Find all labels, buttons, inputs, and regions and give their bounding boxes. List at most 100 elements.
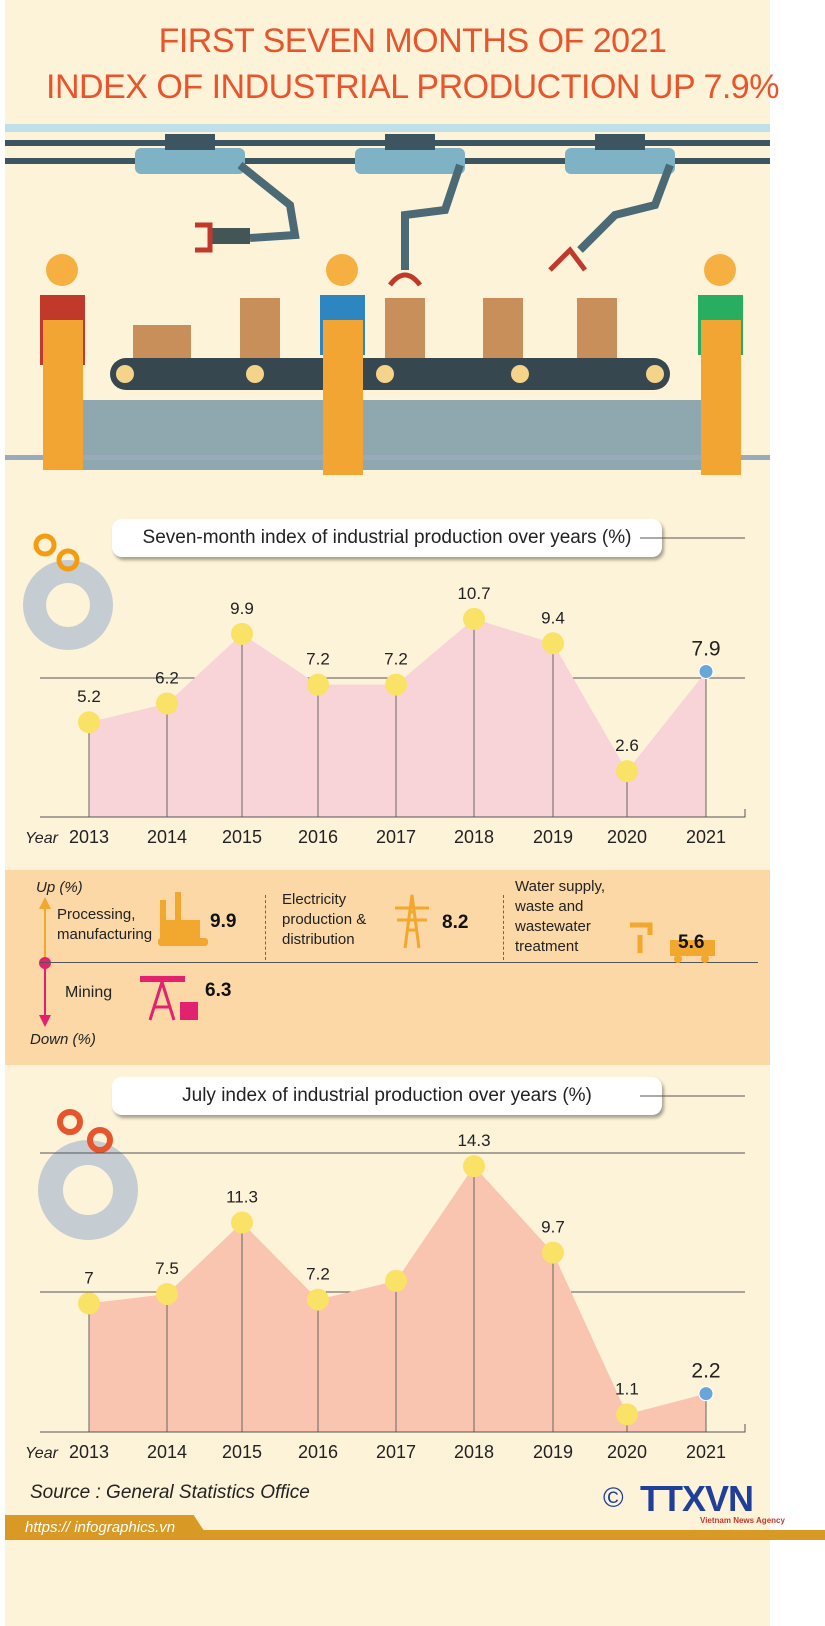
data-label: 7 [84,1268,93,1287]
year-tick-label: 2021 [686,827,726,847]
data-label: 7.2 [306,1265,330,1284]
chart2-title: July index of industrial production over… [112,1077,662,1115]
factory-icon [158,892,208,946]
area-series [89,618,706,817]
year-tick-label: 2017 [376,1442,416,1462]
divider [265,895,266,960]
oil-pump-icon [140,976,198,1021]
year-tick-label: 2016 [298,827,338,847]
year-tick-label: 2013 [69,1442,109,1462]
data-label: 9.9 [230,599,254,618]
up-label: Up (%) [36,879,83,896]
source-note: Source : General Statistics Office [30,1482,310,1503]
sector-value-processing: 9.9 [210,911,237,932]
data-point [616,1403,638,1426]
data-label: 2.2 [691,1360,720,1383]
ttxvn-logo-subtitle: Vietnam News Agency [700,1516,785,1525]
data-label: 14.3 [457,1131,490,1150]
website-link[interactable]: https:// infographics.vn [5,1515,210,1540]
data-point [231,1211,253,1234]
worker [698,254,743,475]
sector-value-water: 5.6 [678,932,705,953]
data-label: 11.3 [226,1188,258,1207]
year-tick-label: 2014 [147,827,187,847]
x-axis-label: Year [25,1445,59,1462]
gear-percent-icon [38,1109,138,1240]
year-tick-label: 2021 [686,1442,726,1462]
conveyor-rollers [116,365,664,383]
data-label: 9.4 [541,608,565,627]
tap-truck-icon [630,922,715,963]
data-point [542,1241,564,1264]
up-down-arrow [39,897,51,1027]
data-point [156,1283,178,1305]
boxes [133,298,617,358]
x-axis [40,1424,746,1433]
year-tick-label: 2018 [454,1442,494,1462]
year-tick-label: 2014 [147,1442,187,1462]
title-line-1: FIRST SEVEN MONTHS OF 2021 [158,22,667,60]
data-point [307,1288,329,1311]
robot-arm [548,134,675,272]
factory-illustration [5,124,770,475]
data-label: 9.7 [541,1218,565,1237]
sector-label-electricity: Electricity production & distribution [282,891,367,948]
data-point [385,673,407,696]
data-point [698,1386,714,1402]
x-axis-label: Year [25,830,59,847]
data-point [463,607,485,630]
chart1-title: Seven-month index of industrial producti… [112,519,662,557]
title-line-2: INDEX OF INDUSTRIAL PRODUCTION UP 7.9% [46,68,779,106]
data-point [698,663,714,679]
year-tick-label: 2018 [454,827,494,847]
x-axis [40,809,746,818]
year-tick-label: 2019 [533,1442,573,1462]
sector-panel [5,870,770,1065]
year-tick-label: 2020 [607,827,647,847]
data-label: 10.7 [457,584,490,603]
data-point [231,622,253,645]
data-label: 7.5 [155,1259,179,1278]
sector-label-processing: Processing, manufacturing [57,906,153,943]
down-label: Down (%) [30,1031,96,1048]
data-point [307,673,329,696]
copyright-symbol: © [603,1482,624,1513]
year-tick-label: 2019 [533,827,573,847]
sector-label-mining: Mining [65,984,113,1001]
sector-value-mining: 6.3 [205,980,232,1001]
year-tick-label: 2017 [376,827,416,847]
area-series [89,1166,706,1432]
floor-line [5,455,770,460]
data-point [385,1269,407,1292]
data-label: 7.9 [691,637,720,660]
worker [320,254,365,475]
data-label: 5.2 [77,687,101,706]
year-tick-label: 2016 [298,1442,338,1462]
data-label: 2.6 [615,736,639,755]
data-point [542,632,564,655]
robot-arm [355,134,465,287]
robot-arm [135,134,300,253]
ttxvn-logo: TTXVN [640,1478,754,1519]
data-point [616,760,638,783]
year-tick-label: 2020 [607,1442,647,1462]
data-point [156,692,178,715]
sector-value-electricity: 8.2 [442,912,469,933]
data-label: 1.1 [615,1379,639,1398]
year-tick-label: 2015 [222,827,262,847]
sector-label-water: Water supply, waste and wastewater treat… [515,878,606,955]
divider [40,962,758,963]
gear-percent-icon [23,533,113,650]
data-label: 7.2 [306,650,330,669]
ceiling-rail [5,124,770,132]
footer-bar [5,1530,825,1540]
year-tick-label: 2015 [222,1442,262,1462]
data-label: 6.2 [155,668,179,687]
data-label: 7.2 [384,650,408,669]
data-point [463,1155,485,1178]
data-point [78,1292,100,1315]
data-point [78,711,100,734]
divider [503,895,504,960]
worker [40,254,85,470]
